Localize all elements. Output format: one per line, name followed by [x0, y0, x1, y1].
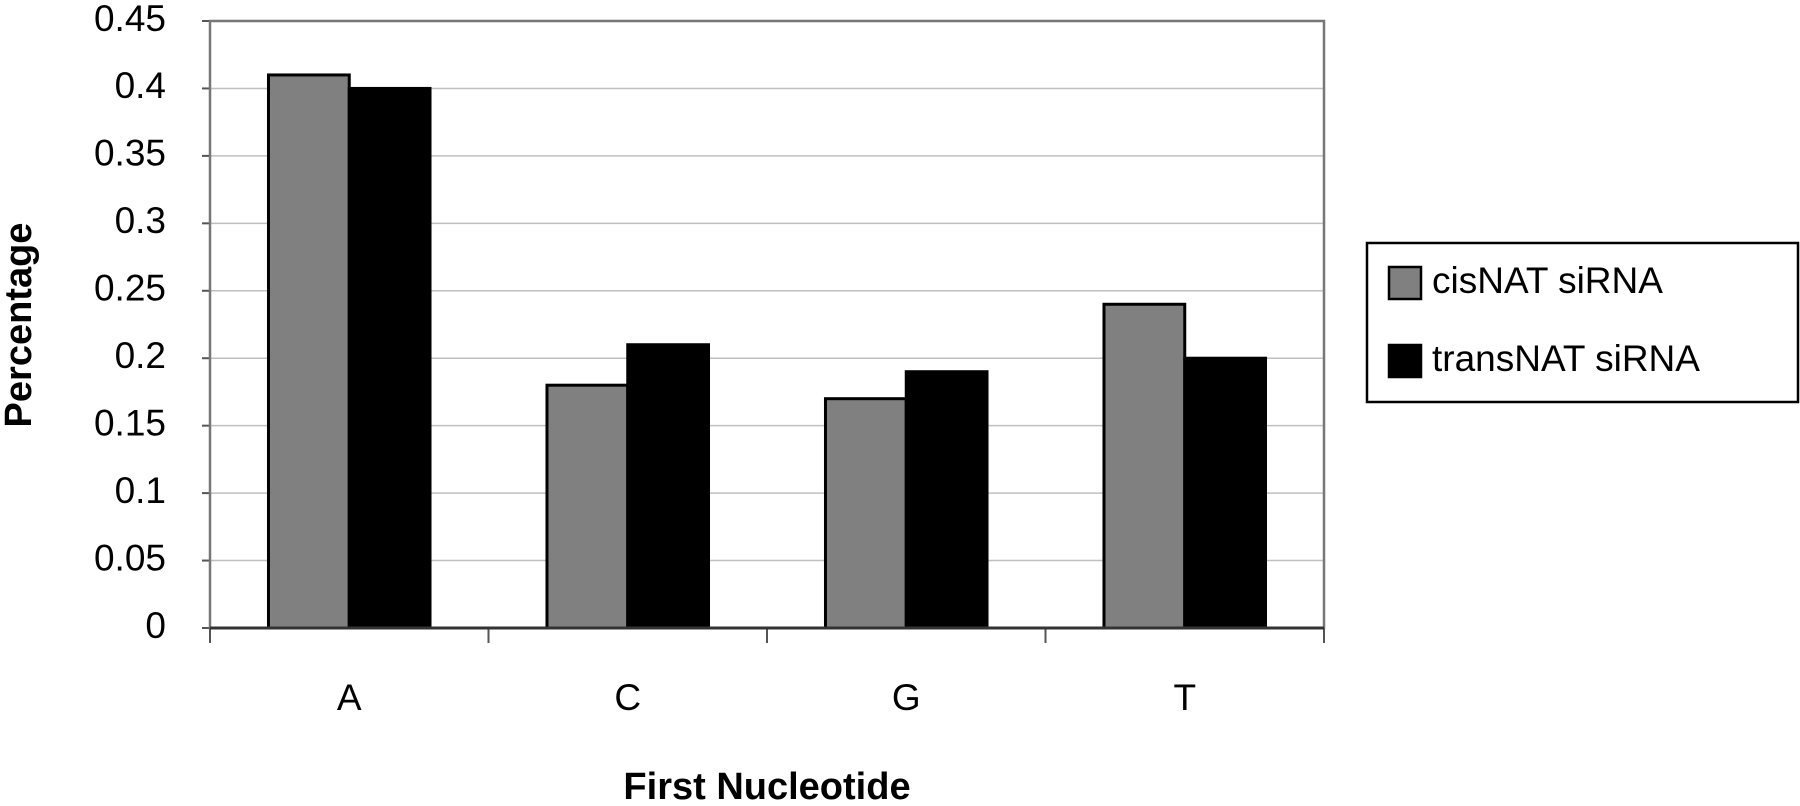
x-axis-title: First Nucleotide [623, 766, 910, 806]
bar [545, 383, 630, 630]
legend-box [1365, 241, 1800, 404]
y-tick-label: 0.3 [115, 200, 166, 241]
x-tick-label: G [892, 677, 921, 718]
y-tick-label: 0.15 [94, 402, 166, 443]
legend-label: cisNAT siRNA [1432, 260, 1663, 301]
y-tick-label: 0 [145, 605, 166, 646]
x-tick-label: C [614, 677, 641, 718]
legend-swatch [1387, 343, 1423, 379]
bar [823, 397, 908, 630]
y-tick-label: 0.25 [94, 268, 166, 309]
x-tick-label: A [337, 677, 362, 718]
bar [1183, 356, 1268, 630]
bar [626, 343, 711, 630]
y-tick-label: 0.2 [115, 335, 166, 376]
bar [1102, 302, 1187, 630]
y-axis-title: Percentage [0, 223, 40, 428]
legend-swatch [1387, 265, 1423, 301]
legend-label: transNAT siRNA [1432, 338, 1700, 379]
bar [347, 86, 432, 630]
y-tick-label: 0.05 [94, 537, 166, 578]
y-tick-label: 0.1 [115, 470, 166, 511]
y-tick-label: 0.35 [94, 133, 166, 174]
bar [904, 370, 989, 630]
x-tick-label: T [1173, 677, 1196, 718]
y-tick-label: 0.45 [94, 0, 166, 39]
y-tick-label: 0.4 [115, 65, 166, 106]
bar [266, 73, 351, 630]
